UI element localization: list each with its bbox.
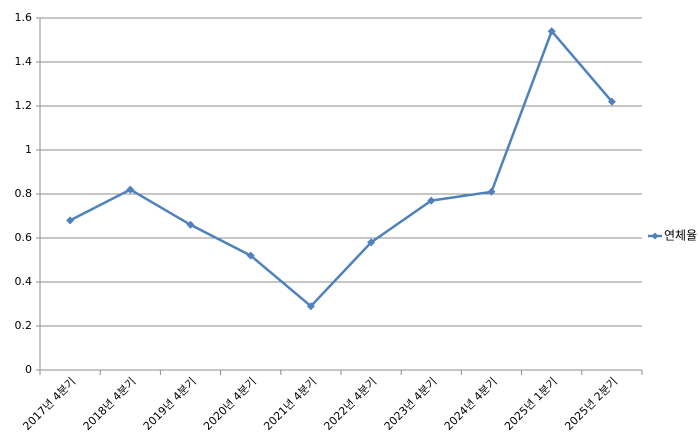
data-point (246, 251, 255, 260)
x-tick-label: 2023년 4분기 (382, 375, 440, 433)
data-point (66, 216, 75, 225)
data-point (306, 302, 315, 311)
y-tick-label: 0.6 (15, 231, 33, 244)
data-point (186, 220, 195, 229)
data-point (126, 185, 135, 194)
y-tick-label: 0.8 (15, 187, 33, 200)
data-point (607, 97, 616, 106)
x-tick-label: 2020년 4분기 (201, 375, 259, 433)
y-tick-label: 1 (25, 143, 32, 156)
x-tick-label: 2021년 4분기 (261, 375, 319, 433)
x-tick-label: 2022년 4분기 (321, 375, 379, 433)
x-tick-label: 2017년 4분기 (20, 375, 78, 433)
x-tick-label: 2024년 4분기 (442, 375, 500, 433)
x-tick-label: 2019년 4분기 (141, 375, 199, 433)
y-tick-label: 1.6 (15, 11, 33, 24)
x-tick-label: 2025년 2분기 (562, 375, 620, 433)
legend-marker (651, 232, 659, 240)
data-point (487, 187, 496, 196)
data-point (427, 196, 436, 205)
y-tick-label: 0.2 (15, 319, 33, 332)
y-tick-label: 0 (25, 363, 32, 376)
series-line (69, 28, 613, 308)
data-point (367, 238, 376, 247)
data-point (547, 27, 556, 36)
legend-label: 연체율 (664, 229, 697, 243)
y-tick-label: 1.4 (15, 55, 33, 68)
y-tick-label: 1.2 (15, 99, 33, 112)
y-tick-label: 0.4 (15, 275, 33, 288)
x-tick-label: 2018년 4분기 (81, 375, 139, 433)
x-tick-label: 2025년 1분기 (502, 375, 560, 433)
